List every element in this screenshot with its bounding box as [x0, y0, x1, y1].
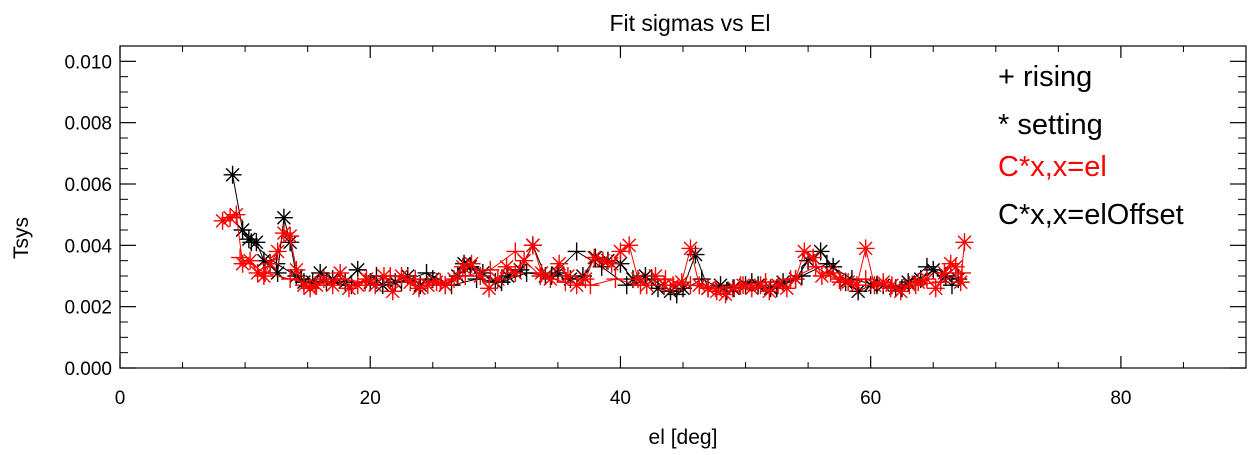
- asterisk-marker: [281, 227, 300, 246]
- plus-marker: [931, 273, 950, 292]
- plus-marker: [756, 273, 775, 292]
- plus-marker: [242, 233, 261, 252]
- asterisk-marker: [274, 208, 293, 227]
- plus-marker: [331, 270, 350, 289]
- plus-marker: [531, 267, 550, 285]
- asterisk-marker: [506, 263, 525, 282]
- plus-marker: [581, 276, 600, 295]
- asterisk-marker: [261, 254, 280, 273]
- asterisk-marker: [955, 233, 974, 252]
- plus-marker: [417, 263, 436, 282]
- plus-marker: [431, 273, 450, 292]
- legend-entry-rising: + rising: [998, 61, 1092, 93]
- plus-marker: [856, 270, 875, 289]
- legend-entry-fit-el: C*x,x=el: [998, 151, 1107, 183]
- asterisk-marker: [523, 236, 542, 255]
- plus-marker: [881, 279, 900, 298]
- asterisk-marker: [620, 236, 639, 255]
- series-3-plus: [231, 242, 971, 298]
- asterisk-marker: [323, 276, 342, 295]
- chart-title: Fit sigmas vs El: [609, 10, 770, 36]
- plus-marker: [231, 248, 250, 267]
- asterisk-marker: [602, 254, 621, 273]
- asterisk-marker: [227, 205, 246, 224]
- plus-marker: [381, 267, 400, 285]
- asterisk-marker: [462, 254, 481, 273]
- asterisk-marker: [821, 263, 840, 282]
- asterisk-marker: [804, 248, 823, 267]
- plus-marker: [681, 276, 700, 295]
- plus-marker: [506, 242, 525, 261]
- asterisk-marker: [611, 242, 630, 261]
- plus-marker: [831, 273, 850, 292]
- plus-marker: [906, 276, 925, 295]
- asterisk-marker: [213, 211, 232, 230]
- asterisk-marker: [550, 254, 569, 273]
- plus-marker: [952, 263, 971, 282]
- legend-entry-setting: * setting: [998, 109, 1103, 141]
- asterisk-marker: [241, 251, 260, 270]
- plus-marker: [631, 276, 650, 295]
- asterisk-marker: [488, 270, 507, 289]
- asterisk-marker: [233, 221, 252, 239]
- plus-marker: [731, 276, 750, 295]
- asterisk-marker: [357, 270, 376, 289]
- y-tick-label: 0.002: [64, 298, 112, 319]
- plus-marker: [556, 273, 575, 292]
- plus-marker: [406, 270, 425, 289]
- x-tick-label: 60: [860, 388, 881, 409]
- x-axis-title: el [deg]: [649, 426, 718, 449]
- asterisk-marker: [497, 257, 516, 276]
- plus-marker: [806, 257, 825, 276]
- asterisk-marker: [287, 260, 306, 279]
- y-tick-label: 0.004: [64, 236, 112, 257]
- asterisk-marker: [681, 239, 700, 258]
- asterisk-marker: [795, 242, 814, 261]
- legend-entry-fit-eloffset: C*x,x=elOffset: [998, 199, 1184, 231]
- x-tick-label: 40: [610, 388, 631, 409]
- asterisk-marker: [856, 239, 875, 258]
- plus-marker: [706, 279, 725, 298]
- y-axis-title: Tsys: [10, 217, 33, 259]
- series-2-asterisk: [213, 205, 974, 304]
- asterisk-marker: [716, 285, 735, 304]
- asterisk-marker: [672, 273, 691, 292]
- y-tick-label: 0.008: [64, 114, 112, 135]
- plus-marker: [481, 260, 500, 279]
- plus-marker: [781, 270, 800, 289]
- asterisk-marker: [941, 254, 960, 273]
- asterisk-marker: [541, 270, 560, 289]
- x-axis-ticks: 0 20 40 60 80: [115, 46, 1247, 409]
- legend: + rising * setting C*x,x=el C*x,x=elOffs…: [998, 61, 1184, 231]
- x-tick-label: 0: [115, 388, 126, 409]
- series-1-plus: [242, 233, 961, 304]
- x-tick-label: 80: [1110, 388, 1131, 409]
- plus-marker: [606, 270, 625, 289]
- asterisk-marker: [383, 282, 402, 301]
- x-tick-label: 20: [360, 388, 381, 409]
- plus-marker: [656, 270, 675, 289]
- plus-marker: [456, 267, 475, 285]
- plus-marker: [356, 273, 375, 292]
- plus-marker: [306, 276, 325, 295]
- asterisk-marker: [951, 273, 970, 292]
- asterisk-marker: [268, 242, 287, 261]
- asterisk-marker: [882, 276, 901, 295]
- plus-marker: [567, 242, 586, 261]
- asterisk-marker: [223, 165, 242, 184]
- asterisk-marker: [725, 279, 744, 298]
- y-tick-label: 0.000: [64, 359, 112, 380]
- y-tick-label: 0.010: [64, 52, 112, 73]
- plus-marker: [256, 263, 275, 282]
- series-layer: [213, 165, 974, 304]
- y-axis-ticks: 0.000 0.002 0.004 0.006 0.008 0.010: [64, 52, 1246, 380]
- y-tick-label: 0.006: [64, 175, 112, 196]
- plus-marker: [281, 270, 300, 289]
